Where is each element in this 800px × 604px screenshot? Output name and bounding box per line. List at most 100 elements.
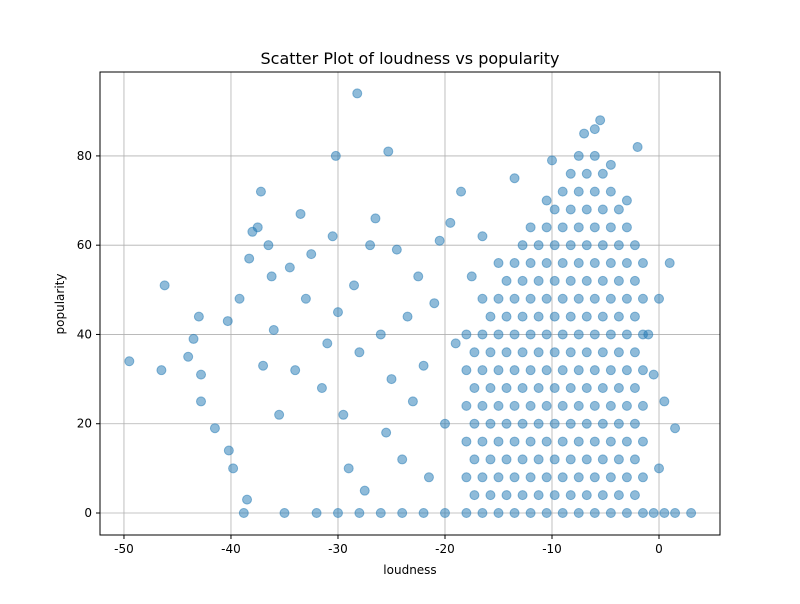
point (621, 365, 632, 376)
point (525, 507, 536, 518)
point (533, 347, 544, 358)
point (466, 271, 477, 282)
point (589, 436, 600, 447)
point (501, 490, 512, 501)
point (589, 293, 600, 304)
point (613, 240, 624, 251)
point (648, 507, 659, 518)
point (589, 400, 600, 411)
point (327, 231, 338, 242)
point (581, 275, 592, 286)
y-tick-label: 60 (77, 238, 92, 252)
point (413, 271, 424, 282)
point (573, 329, 584, 340)
point (629, 418, 640, 429)
point (573, 436, 584, 447)
point (589, 124, 600, 135)
point (573, 258, 584, 269)
point (485, 347, 496, 358)
point (597, 347, 608, 358)
point (659, 507, 670, 518)
point (621, 400, 632, 411)
point (375, 507, 386, 518)
point (485, 311, 496, 322)
point (485, 418, 496, 429)
point (209, 423, 220, 434)
point (343, 463, 354, 474)
point (613, 204, 624, 215)
point (533, 240, 544, 251)
point (557, 222, 568, 233)
point (613, 347, 624, 358)
point (637, 400, 648, 411)
point (549, 204, 560, 215)
point (509, 507, 520, 518)
point (517, 311, 528, 322)
point (477, 507, 488, 518)
point (242, 494, 253, 505)
point (332, 307, 343, 318)
point (629, 490, 640, 501)
point (509, 400, 520, 411)
point (613, 490, 624, 501)
point (402, 311, 413, 322)
point (290, 365, 301, 376)
point (354, 507, 365, 518)
point (549, 240, 560, 251)
point (525, 258, 536, 269)
point (637, 293, 648, 304)
point (605, 436, 616, 447)
point (501, 383, 512, 394)
y-tick-label: 80 (77, 149, 92, 163)
point (311, 507, 322, 518)
point (621, 436, 632, 447)
point (629, 454, 640, 465)
point (541, 293, 552, 304)
point (541, 222, 552, 233)
point (461, 436, 472, 447)
point (605, 329, 616, 340)
point (637, 329, 648, 340)
point (573, 186, 584, 197)
point (621, 329, 632, 340)
point (581, 240, 592, 251)
point (456, 186, 467, 197)
point (597, 275, 608, 286)
point (589, 472, 600, 483)
point (589, 365, 600, 376)
point (549, 418, 560, 429)
point (501, 275, 512, 286)
point (509, 365, 520, 376)
y-tick-label: 40 (77, 327, 92, 341)
point (597, 240, 608, 251)
point (686, 507, 697, 518)
point (525, 436, 536, 447)
point (629, 240, 640, 251)
point (549, 490, 560, 501)
point (469, 383, 480, 394)
x-tick-label: -40 (221, 542, 241, 556)
point (188, 333, 199, 344)
point (637, 258, 648, 269)
point (517, 418, 528, 429)
point (573, 365, 584, 376)
point (279, 507, 290, 518)
point (621, 195, 632, 206)
point (517, 275, 528, 286)
point (223, 445, 234, 456)
point (525, 365, 536, 376)
point (391, 244, 402, 255)
point (549, 383, 560, 394)
point (228, 463, 239, 474)
point (493, 258, 504, 269)
point (557, 329, 568, 340)
point (549, 347, 560, 358)
x-tick-label: -10 (542, 542, 562, 556)
point (274, 409, 285, 420)
point (565, 347, 576, 358)
point (338, 409, 349, 420)
point (565, 418, 576, 429)
point (557, 507, 568, 518)
point (621, 293, 632, 304)
point (605, 507, 616, 518)
